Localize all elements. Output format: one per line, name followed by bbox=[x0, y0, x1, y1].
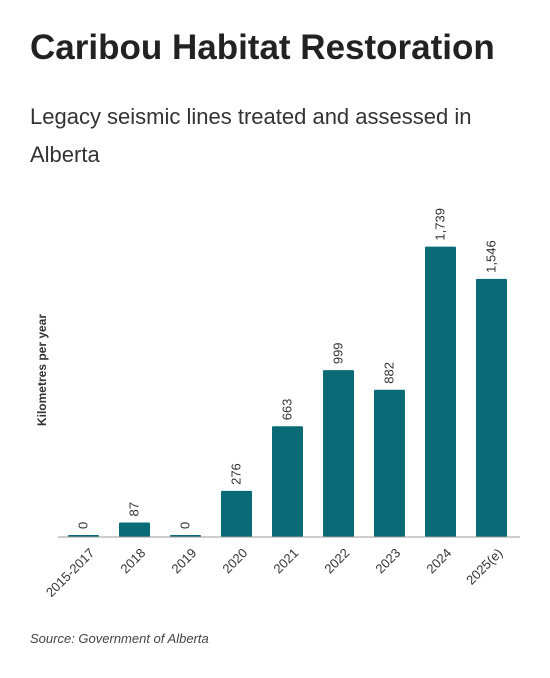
source-note: Source: Government of Alberta bbox=[30, 631, 209, 646]
value-label: 663 bbox=[280, 399, 295, 421]
bar bbox=[323, 370, 354, 537]
chart-subtitle: Legacy seismic lines treated and assesse… bbox=[30, 104, 472, 167]
x-tick-label: 2023 bbox=[372, 545, 403, 576]
value-label: 87 bbox=[127, 502, 142, 516]
value-label: 276 bbox=[229, 463, 244, 485]
bar bbox=[476, 278, 507, 537]
value-label: 1,739 bbox=[433, 208, 448, 241]
x-tick-label: 2020 bbox=[219, 545, 250, 576]
x-tick-label: 2025(e) bbox=[463, 545, 505, 587]
chart-title: Caribou Habitat Restoration bbox=[30, 28, 495, 67]
x-tick-label: 2024 bbox=[423, 545, 454, 576]
value-label: 0 bbox=[178, 522, 193, 529]
value-label: 999 bbox=[331, 342, 346, 364]
y-axis-label: Kilometres per year bbox=[35, 314, 49, 426]
x-tick-label: 2019 bbox=[168, 545, 199, 576]
x-tick-label: 2021 bbox=[270, 545, 301, 576]
chart: Kilometres per year 0 2015-2017 87 2018 0 201… bbox=[35, 208, 520, 600]
bar bbox=[425, 246, 456, 537]
bar bbox=[221, 490, 252, 537]
bar bbox=[374, 389, 405, 537]
bar bbox=[272, 426, 303, 537]
value-label: 1,546 bbox=[484, 240, 499, 273]
value-label: 882 bbox=[382, 362, 397, 384]
value-label: 0 bbox=[76, 522, 91, 529]
x-tick-label: 2018 bbox=[117, 545, 148, 576]
x-tick-label: 2022 bbox=[321, 545, 352, 576]
x-tick-label: 2015-2017 bbox=[43, 545, 98, 600]
bar bbox=[119, 522, 150, 537]
